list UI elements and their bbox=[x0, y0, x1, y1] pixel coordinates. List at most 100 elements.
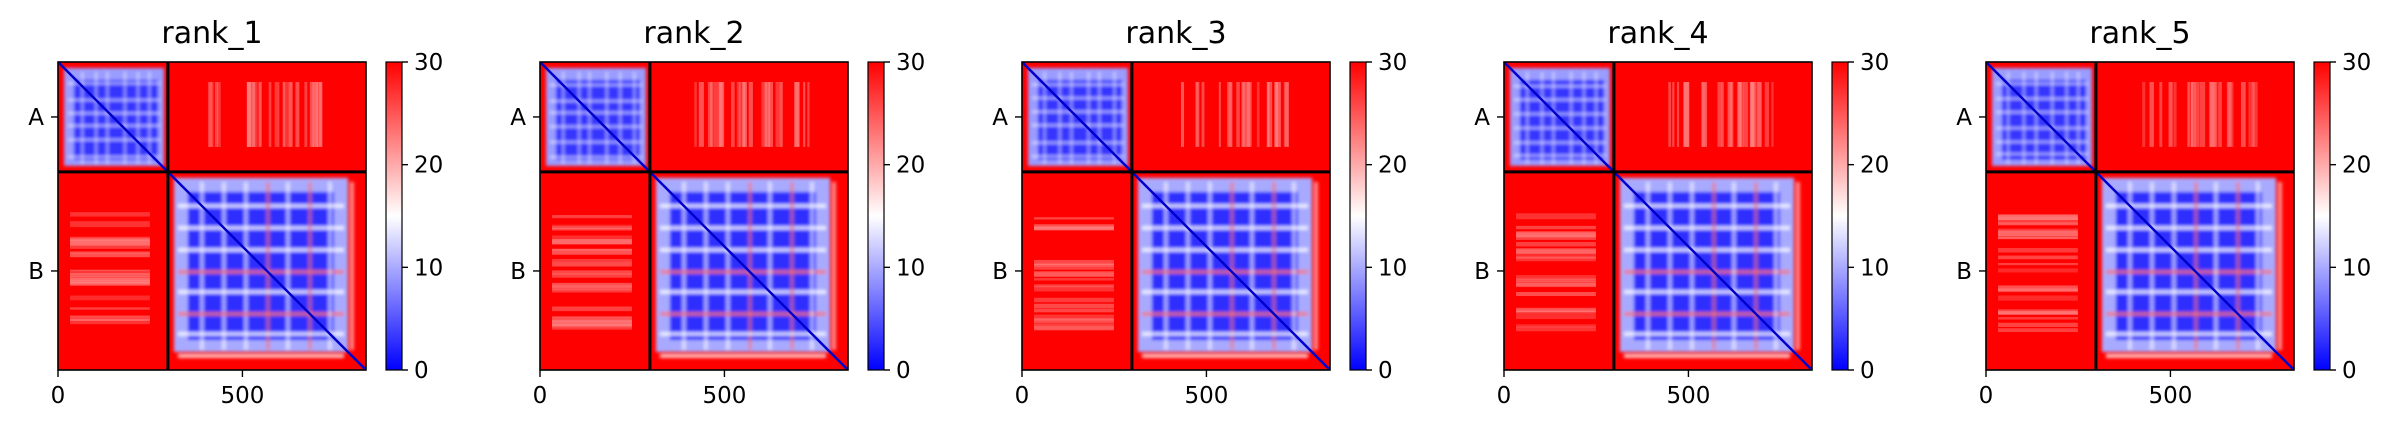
panel-title: rank_1 bbox=[161, 16, 262, 51]
diagonal-line bbox=[1986, 62, 2294, 370]
chain-label: B bbox=[28, 259, 44, 285]
domain-stripe bbox=[68, 82, 160, 85]
panel-title: rank_4 bbox=[1607, 16, 1708, 51]
colorbar-frame bbox=[2313, 61, 2331, 371]
heatmap bbox=[1504, 62, 1812, 370]
domain-stripe bbox=[1032, 141, 1124, 144]
heatmap-streak bbox=[2190, 82, 2193, 147]
heatmap-streak bbox=[2173, 82, 2177, 147]
heatmap-streak bbox=[1998, 230, 2078, 237]
domain-stripe bbox=[1514, 154, 1606, 157]
domain-stripe bbox=[550, 83, 642, 87]
domain-stripe bbox=[1731, 181, 1736, 350]
domain-stripe bbox=[1098, 72, 1101, 164]
domain-stripe bbox=[1141, 247, 1308, 252]
domain-stripe bbox=[1032, 96, 1124, 100]
heatmap-streak bbox=[1516, 213, 1596, 220]
domain-stripe bbox=[1113, 72, 1116, 164]
colorbar-tick-label: 0 bbox=[1860, 358, 1875, 384]
heatmap-streak bbox=[1742, 82, 1749, 147]
colorbar bbox=[2314, 62, 2330, 370]
axes-frame bbox=[57, 61, 367, 371]
domain-stripe bbox=[2051, 72, 2054, 164]
heatmap-streak bbox=[1998, 262, 2078, 266]
heatmap-streak bbox=[70, 269, 150, 272]
domain-stripe bbox=[177, 247, 344, 252]
domain-stripe bbox=[177, 269, 344, 274]
heatmap-streak bbox=[70, 236, 150, 242]
domain-stripe bbox=[681, 181, 686, 350]
heatmap-streak bbox=[1516, 282, 1596, 288]
chain-label: A bbox=[1474, 105, 1490, 131]
heatmap-streak bbox=[1998, 248, 2078, 253]
heatmap-streak bbox=[1516, 311, 1596, 315]
domain-stripe bbox=[1058, 72, 1062, 164]
heatmap-streak bbox=[794, 82, 799, 147]
colorbar bbox=[386, 62, 402, 370]
heatmap-streak bbox=[1516, 326, 1596, 332]
x-tick-label: 0 bbox=[533, 383, 548, 409]
heatmap-streak bbox=[2241, 82, 2246, 147]
heatmap-streak bbox=[1256, 82, 1260, 147]
domain-stripe bbox=[1996, 110, 2088, 114]
domain-stripe bbox=[605, 72, 609, 164]
domain-stripe bbox=[1623, 289, 1790, 294]
domain-stripe bbox=[199, 181, 204, 350]
domain-stripe bbox=[1667, 181, 1672, 350]
heatmap-streak bbox=[1034, 227, 1114, 231]
domain-stripe bbox=[2171, 181, 2176, 350]
heatmap-streak bbox=[70, 307, 150, 310]
heatmap-streak bbox=[1236, 82, 1240, 147]
heatmap-streak bbox=[1516, 257, 1596, 262]
heatmap-streak bbox=[707, 82, 714, 147]
axes-frame bbox=[1021, 61, 1331, 371]
domain-stripe bbox=[659, 203, 826, 208]
domain-stripe bbox=[2105, 311, 2272, 316]
heatmap-streak bbox=[258, 82, 262, 147]
domain-stripe bbox=[81, 72, 84, 164]
domain-stripe bbox=[177, 353, 344, 358]
heatmap-streak bbox=[1516, 324, 1596, 328]
heatmap-streak bbox=[779, 82, 783, 147]
domain-stripe bbox=[2022, 72, 2026, 164]
domain-stripe bbox=[177, 203, 344, 208]
domain-stripe bbox=[1645, 181, 1650, 350]
axes-frame bbox=[1503, 61, 1813, 371]
chain-label: B bbox=[992, 259, 1008, 285]
domain-stripe bbox=[1514, 141, 1606, 144]
heatmap-streak bbox=[1998, 255, 2078, 260]
domain-stripe bbox=[1032, 83, 1124, 86]
heatmap-streak bbox=[2251, 82, 2255, 147]
colorbar-tick-label: 30 bbox=[1860, 50, 1889, 76]
domain-stripe bbox=[1526, 72, 1529, 164]
heatmap-streak bbox=[1727, 82, 1733, 147]
colorbar-frame bbox=[1349, 61, 1367, 371]
domain-stripe bbox=[588, 72, 591, 164]
colorbar bbox=[1832, 62, 1848, 370]
heatmap-streak bbox=[552, 249, 632, 252]
heatmap-streak bbox=[70, 221, 150, 228]
heatmap-streak bbox=[768, 82, 773, 147]
axes-frame bbox=[1985, 61, 2295, 371]
domain-stripe bbox=[789, 181, 794, 350]
domain-stripe bbox=[2105, 225, 2272, 230]
heatmap-streak bbox=[1034, 272, 1114, 278]
domain-stripe bbox=[2105, 203, 2272, 208]
domain-stripe bbox=[1569, 72, 1573, 164]
heatmap-streak bbox=[1034, 323, 1114, 330]
domain-stripe bbox=[177, 311, 344, 316]
domain-stripe bbox=[1996, 152, 2088, 156]
heatmap-streak bbox=[718, 82, 723, 147]
heatmap-streak bbox=[1998, 214, 2078, 220]
heatmap-streak bbox=[552, 288, 632, 293]
heatmap-streak bbox=[1034, 297, 1114, 303]
heatmap-streak bbox=[1278, 82, 1282, 147]
axes-frame bbox=[539, 61, 849, 371]
domain-stripe bbox=[659, 289, 826, 294]
domain-stripe bbox=[1207, 181, 1212, 350]
diagonal-line bbox=[58, 62, 366, 370]
heatmap-streak bbox=[1756, 82, 1762, 147]
colorbar-tick-label: 20 bbox=[1378, 153, 1407, 179]
heatmap-streak bbox=[552, 273, 632, 278]
